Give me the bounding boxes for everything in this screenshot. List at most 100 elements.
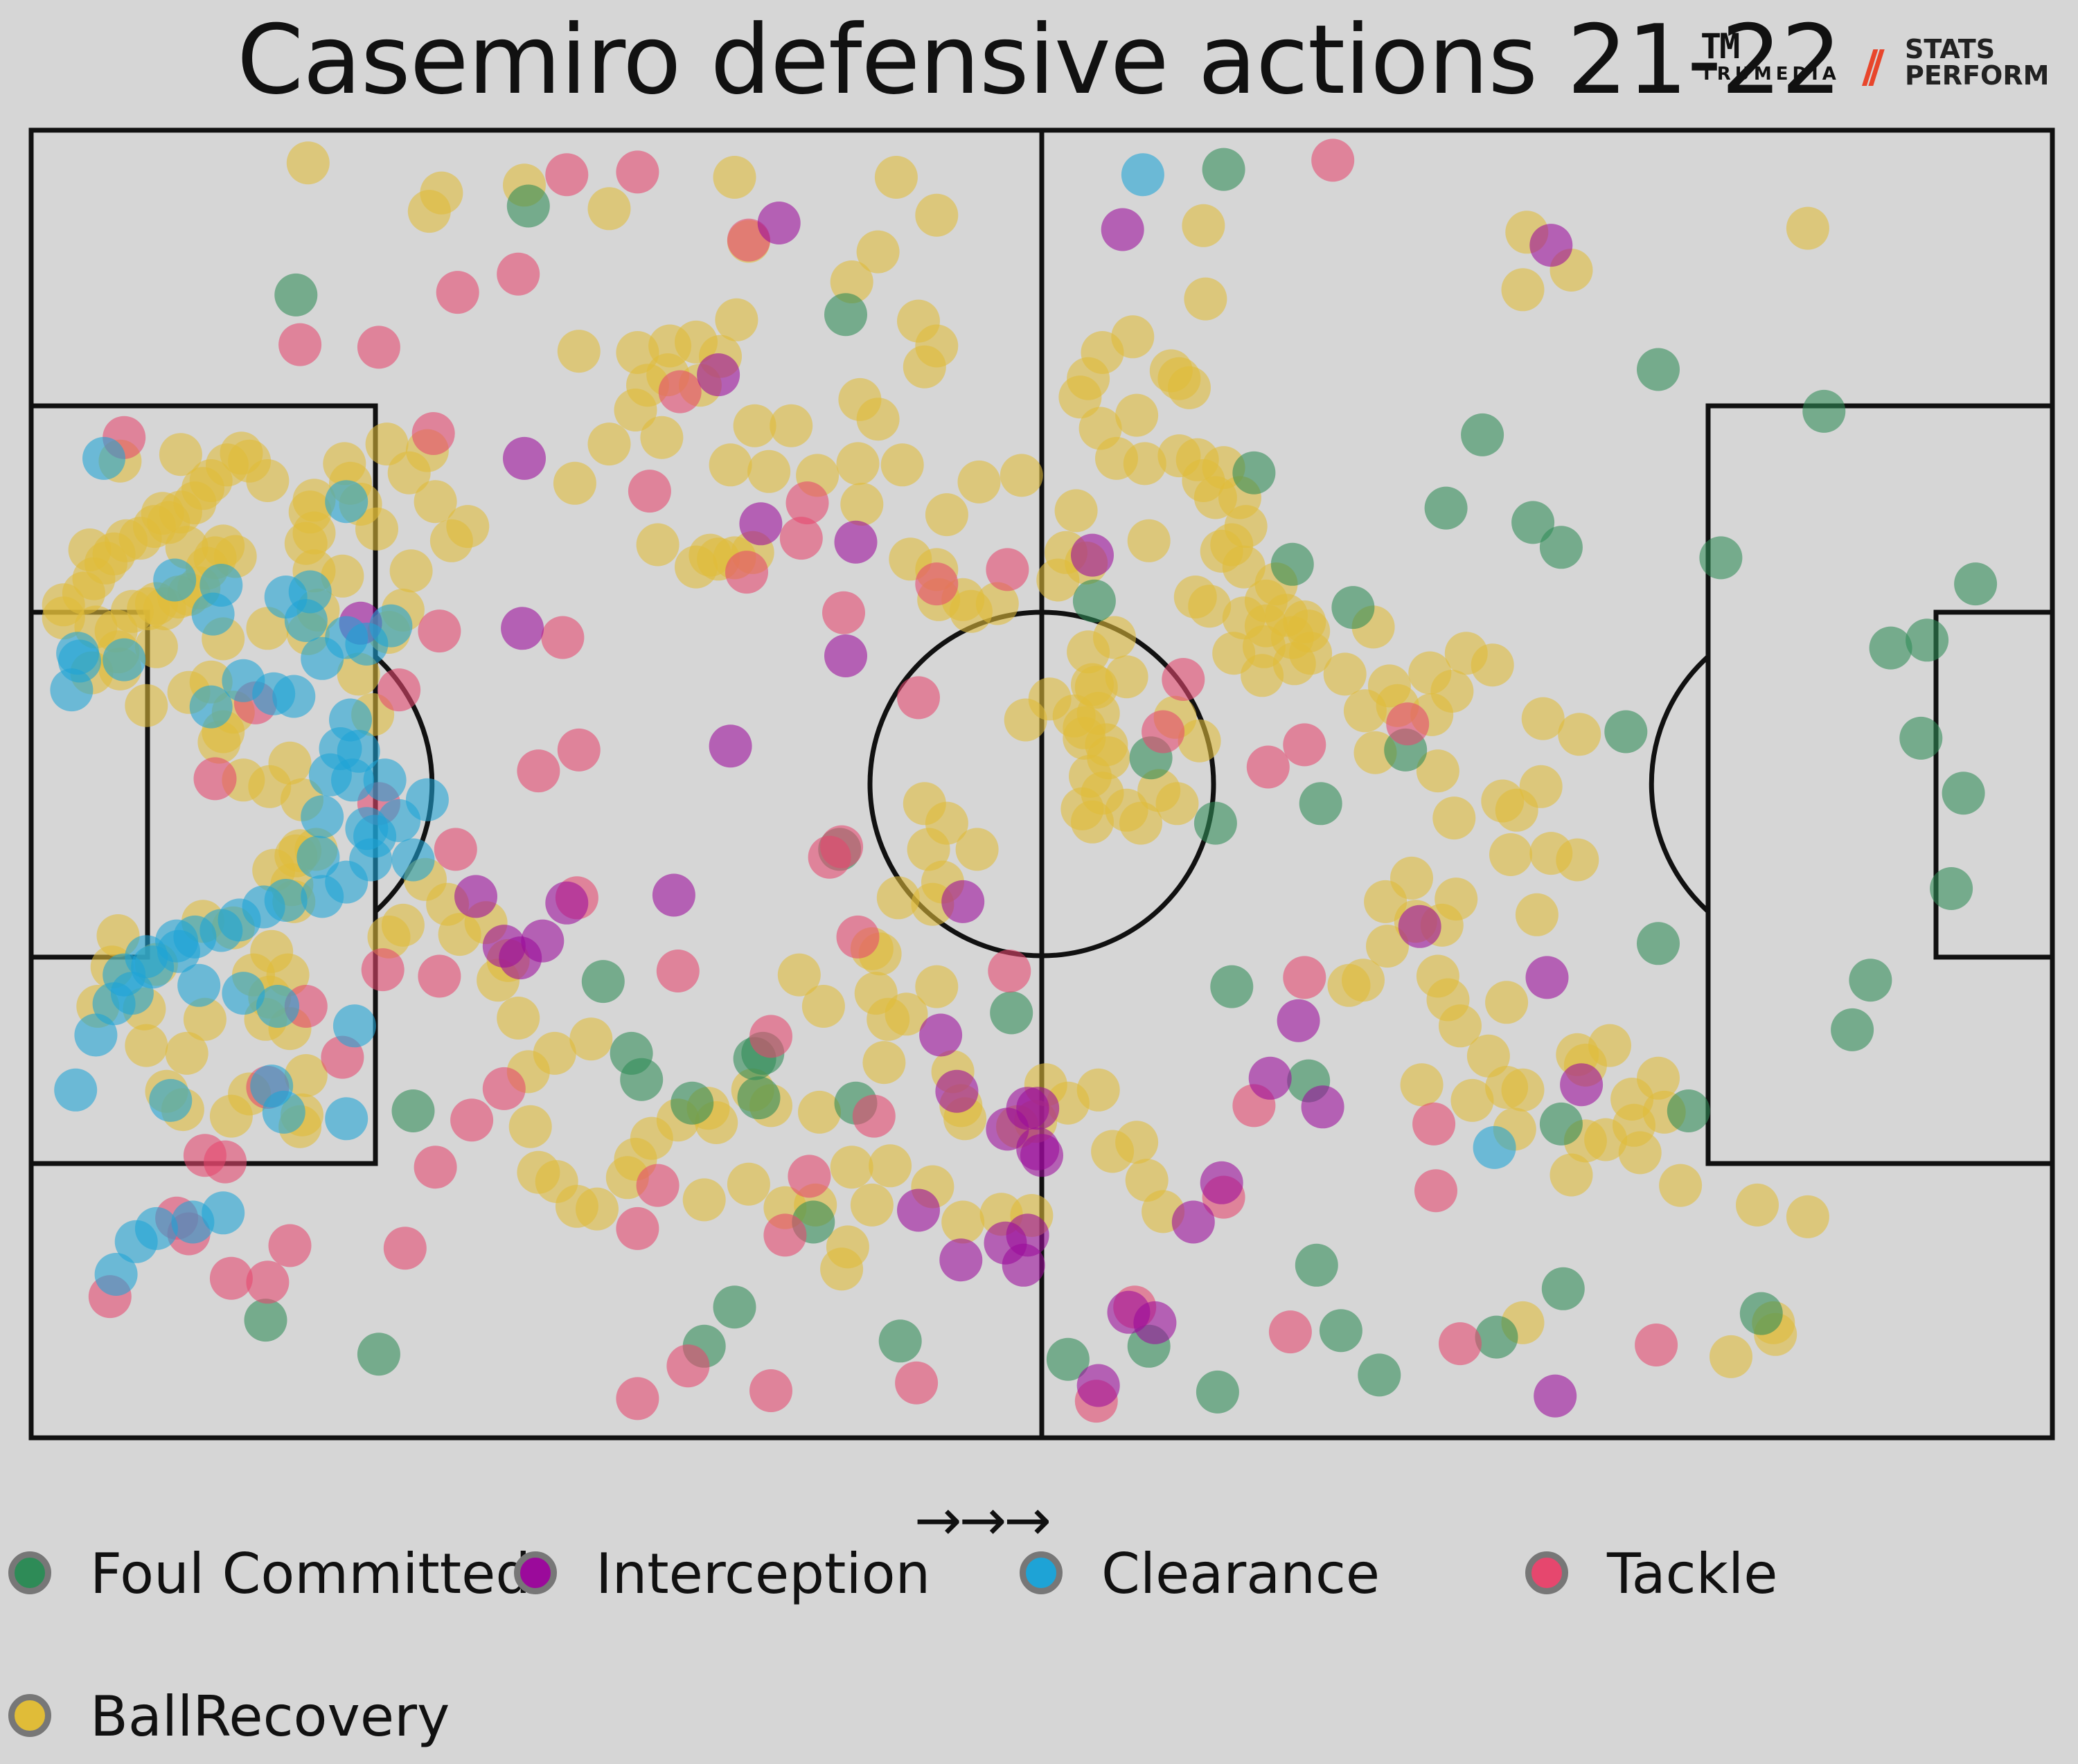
interception-point <box>1534 1374 1577 1418</box>
recovery-point <box>869 1144 912 1188</box>
foul-point <box>1331 586 1375 630</box>
clearance-point <box>103 638 146 681</box>
clearance-point <box>363 758 407 802</box>
recovery-point <box>1435 877 1478 921</box>
legend-label: Tackle <box>1607 1542 1778 1606</box>
interception-point <box>1525 956 1569 999</box>
recovery-point <box>1432 796 1476 840</box>
recovery-point <box>288 490 332 534</box>
recovery-point <box>1173 576 1217 618</box>
recovery-point <box>1588 1024 1631 1067</box>
recovery-point <box>1710 1335 1752 1378</box>
recovery-point <box>830 260 873 303</box>
recovery-point <box>840 483 884 526</box>
interception-point <box>824 634 867 677</box>
tackle-point <box>808 835 851 879</box>
recovery-point <box>854 972 898 1015</box>
tackle-point <box>434 828 477 871</box>
tackle-point <box>852 1094 896 1138</box>
recovery-point <box>286 141 330 185</box>
recovery-point <box>250 929 294 973</box>
foul-point <box>1930 867 1973 910</box>
tackle-point <box>1311 139 1355 182</box>
recovery-point <box>1184 277 1227 321</box>
tackle-point <box>788 1155 831 1198</box>
foul-point <box>1424 486 1468 530</box>
interception-point <box>1277 999 1320 1042</box>
interception-point <box>521 919 565 963</box>
interception-point <box>1071 533 1114 577</box>
recovery-point <box>1119 801 1162 845</box>
clearance-point <box>288 570 332 614</box>
recovery-point <box>125 1024 168 1067</box>
foul-point <box>1849 959 1892 1002</box>
right-six-yard-box <box>1933 609 2055 960</box>
recovery-point <box>907 828 950 871</box>
tackle-point <box>636 1164 680 1207</box>
tackle-point <box>1142 710 1185 754</box>
tackle-point <box>1246 745 1290 789</box>
tackle-point <box>1283 723 1326 767</box>
recovery-point <box>1115 393 1159 437</box>
clearance-point <box>54 1068 98 1112</box>
tackle-point <box>383 1227 427 1270</box>
foul-point <box>1942 772 1985 815</box>
recovery-point <box>801 985 845 1028</box>
tackle-point <box>915 562 959 606</box>
interception-point <box>1398 905 1441 948</box>
recovery-point <box>777 953 821 997</box>
clearance-point <box>114 1220 158 1263</box>
foul-point <box>1539 1102 1583 1146</box>
recovery-point <box>1439 1004 1482 1048</box>
event-points <box>42 139 1998 1423</box>
recovery-point <box>387 451 431 495</box>
interception-point <box>1133 1301 1177 1344</box>
recovery-point <box>389 549 433 593</box>
interception-point <box>1529 224 1573 267</box>
interception-point <box>939 1238 983 1282</box>
recovery-point <box>508 1105 552 1148</box>
foul-point <box>1232 451 1276 495</box>
recovery-point <box>915 324 959 368</box>
tackle-point <box>897 676 940 720</box>
interception-point <box>1200 1161 1243 1204</box>
recovery-point <box>533 1031 576 1075</box>
clearance-point <box>391 838 435 882</box>
interception-point <box>986 1107 1029 1151</box>
foul-point <box>274 273 318 317</box>
recovery-point <box>1076 692 1120 735</box>
recovery-point <box>1054 489 1098 533</box>
interception-point <box>757 202 801 244</box>
tackle-point <box>763 1213 807 1257</box>
tackle-point <box>836 915 880 959</box>
recovery-point <box>1466 1034 1510 1078</box>
clearance-point <box>301 636 344 680</box>
recovery-point <box>1076 1068 1120 1112</box>
legend-swatch <box>1020 1551 1063 1594</box>
recovery-point <box>446 505 490 549</box>
interception-point <box>482 925 526 968</box>
foul-point <box>671 1081 714 1125</box>
tackle-point <box>541 616 585 659</box>
clearance-point <box>296 835 340 879</box>
recovery-point <box>1736 1183 1779 1227</box>
foul-point <box>737 1076 781 1120</box>
recovery-point <box>1416 749 1459 793</box>
foul-point <box>1831 1008 1874 1051</box>
interception-point <box>1002 1243 1045 1287</box>
recovery-point <box>159 433 202 476</box>
foul-point <box>581 960 625 1004</box>
recovery-point <box>836 442 880 485</box>
recovery-point <box>798 1090 841 1134</box>
tackle-point <box>1283 956 1326 999</box>
recovery-point <box>747 449 791 493</box>
recovery-point <box>1343 689 1387 733</box>
tackle-point <box>246 1260 290 1304</box>
interception-point <box>897 1188 940 1232</box>
recovery-point <box>949 589 993 633</box>
tackle-point <box>545 153 589 197</box>
foul-point <box>1906 618 1949 662</box>
tackle-point <box>666 1344 710 1388</box>
recovery-point <box>856 230 900 274</box>
foul-point <box>1637 348 1680 391</box>
